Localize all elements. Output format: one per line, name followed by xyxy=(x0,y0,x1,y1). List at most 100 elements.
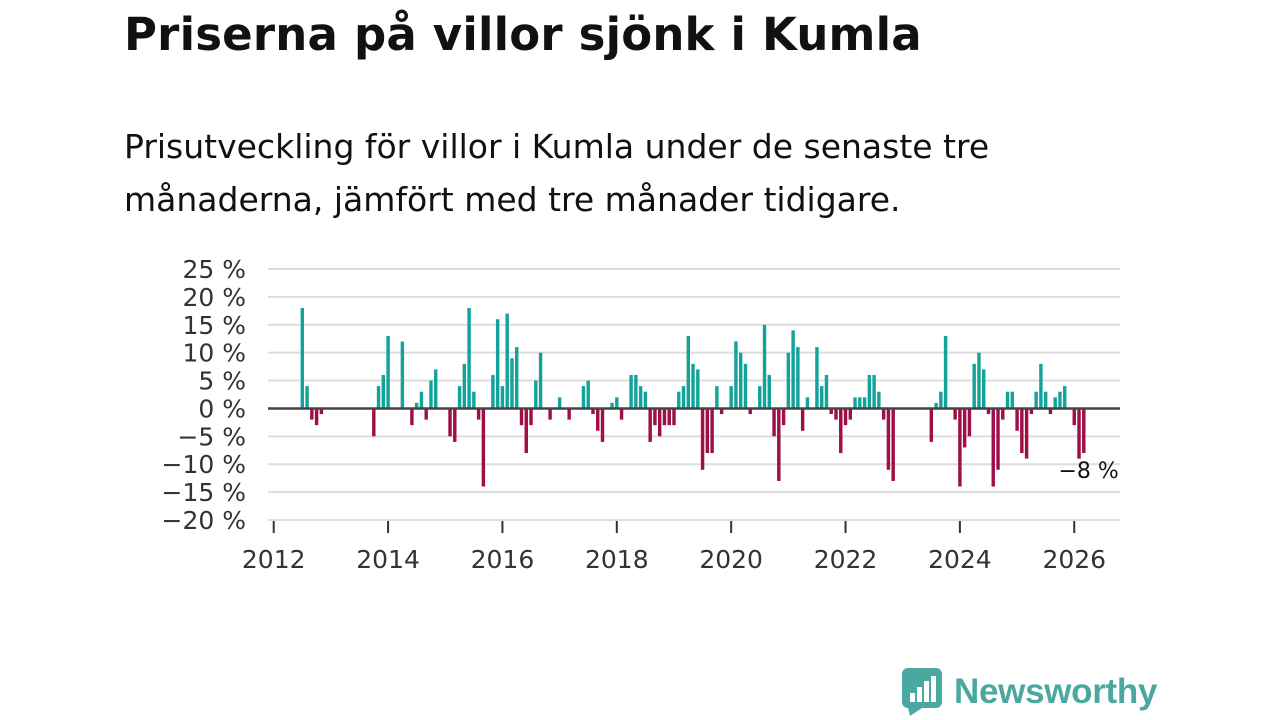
bar xyxy=(1058,391,1062,409)
bar xyxy=(996,408,1000,470)
y-tick-label: 0 % xyxy=(198,394,246,423)
y-tick-label: 10 % xyxy=(182,339,246,368)
bar xyxy=(643,391,648,409)
bar xyxy=(434,369,438,409)
bar xyxy=(1015,408,1019,431)
brand-name: Newsworthy xyxy=(954,672,1158,711)
bar xyxy=(1024,408,1029,459)
bar xyxy=(629,374,633,409)
bar xyxy=(491,374,495,409)
bar xyxy=(834,408,838,420)
bar xyxy=(953,408,957,420)
x-tick-label: 2024 xyxy=(928,545,992,574)
y-tick-label: 20 % xyxy=(182,283,246,312)
bar xyxy=(686,335,690,409)
bar xyxy=(815,347,819,409)
bar xyxy=(862,397,867,409)
bar xyxy=(648,408,652,442)
bar xyxy=(867,374,872,409)
bar xyxy=(448,408,452,437)
bar xyxy=(743,363,748,409)
bar xyxy=(600,408,605,442)
bar xyxy=(414,402,419,409)
bar xyxy=(758,386,762,409)
bar xyxy=(929,408,934,442)
bar xyxy=(824,374,829,409)
bar xyxy=(529,408,533,426)
bar xyxy=(1082,408,1086,454)
bar xyxy=(858,397,862,409)
bar xyxy=(848,408,853,420)
bar xyxy=(829,408,833,415)
bar xyxy=(1010,391,1015,409)
bar xyxy=(672,408,676,426)
bar xyxy=(662,408,667,426)
bar xyxy=(977,352,981,409)
bar xyxy=(567,408,571,420)
chart-subtitle: Prisutveckling för villor i Kumla under … xyxy=(124,127,990,219)
bar xyxy=(410,408,414,426)
bar xyxy=(958,408,962,487)
bar xyxy=(700,408,705,470)
bar xyxy=(943,335,948,409)
x-tick-label: 2016 xyxy=(471,545,535,574)
x-tick-label: 2020 xyxy=(699,545,763,574)
bar xyxy=(729,386,733,409)
bar xyxy=(386,335,390,409)
bar xyxy=(657,408,662,437)
bar xyxy=(515,347,519,409)
bar xyxy=(886,408,891,470)
bar xyxy=(557,397,562,409)
y-tick-label: 5 % xyxy=(198,367,246,396)
bar xyxy=(762,324,767,409)
bar xyxy=(1001,408,1005,420)
y-tick-label: −15 % xyxy=(162,478,246,507)
bar xyxy=(819,386,824,409)
bar xyxy=(991,408,995,487)
bar xyxy=(372,408,376,437)
bar xyxy=(791,330,795,409)
bar xyxy=(805,397,810,409)
bar xyxy=(972,363,976,409)
bar xyxy=(781,408,786,426)
bar xyxy=(939,391,943,409)
bar xyxy=(467,308,471,409)
bar xyxy=(719,408,724,415)
x-tick-label: 2012 xyxy=(242,545,306,574)
bar xyxy=(696,369,700,409)
bar xyxy=(424,408,428,420)
bar xyxy=(314,408,319,426)
y-tick-label: −5 % xyxy=(177,422,246,451)
bar xyxy=(615,397,619,409)
bar xyxy=(510,358,514,409)
x-tick-label: 2026 xyxy=(1042,545,1106,574)
x-tick-label: 2014 xyxy=(356,545,420,574)
x-axis: 2012 2014 2016 2018 2020 2022 2024 2026 xyxy=(242,407,1120,574)
bar xyxy=(610,402,614,409)
y-tick-label: 25 % xyxy=(182,255,246,284)
bar xyxy=(619,408,624,420)
bar xyxy=(429,380,433,409)
bar xyxy=(715,386,719,409)
x-tick-label: 2018 xyxy=(585,545,649,574)
bar xyxy=(638,386,643,409)
bar xyxy=(767,374,771,409)
bar xyxy=(476,408,481,420)
bar xyxy=(581,386,586,409)
bar xyxy=(1034,391,1038,409)
bar xyxy=(1043,391,1048,409)
bar xyxy=(310,408,314,420)
bar xyxy=(881,408,886,420)
bar xyxy=(519,408,524,426)
bar xyxy=(738,352,743,409)
bar xyxy=(495,319,500,409)
bars xyxy=(300,308,1086,487)
bar xyxy=(839,408,843,454)
bar xyxy=(843,408,848,426)
bar xyxy=(1020,408,1024,454)
bar xyxy=(634,374,638,409)
bar xyxy=(1039,363,1043,409)
bar xyxy=(591,408,595,415)
bar xyxy=(381,374,386,409)
